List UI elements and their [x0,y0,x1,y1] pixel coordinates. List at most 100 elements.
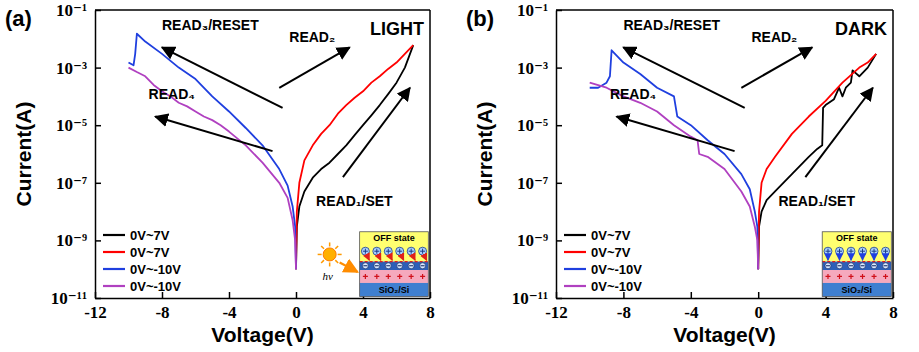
inset-layer [360,270,429,283]
inset: OFF stateSiO₂/Sihν [318,232,429,297]
y-tick-mark [556,183,562,185]
inset-arrow [413,256,415,260]
inset-plus [860,249,865,254]
x-tick-label: -4 [222,303,237,322]
inset-charge [420,263,426,269]
inset-arrow [885,256,886,260]
data-line [590,83,759,270]
inset-plus [872,249,877,254]
x-tick-label: 4 [822,303,831,322]
annotation: READ₂ [751,29,797,45]
inset-plus [363,249,368,254]
annotation: READ₂ [289,29,335,45]
y-tick-label: 10⁻¹ [56,1,87,20]
y-tick: 10⁻¹ [517,1,562,20]
y-tick-mark [556,240,562,242]
inset-plus [363,274,368,279]
x-tick-label: -4 [684,303,699,322]
legend-swatch [564,234,586,236]
inset-charge [870,247,878,255]
inset-minus [375,265,379,266]
inset-charge [871,263,877,269]
plot-frame [892,10,894,298]
plot-frame [556,9,893,11]
inset-minus [363,265,367,266]
chart-title: LIGHT [370,19,424,39]
inset-plus [825,274,830,279]
sun-ray [318,254,322,256]
x-tick: 0 [754,292,763,322]
x-tick-label: 0 [292,303,301,322]
x-axis-line [557,298,894,300]
y-tick: 10⁻⁷ [517,174,562,193]
y-tick-label: 10⁻⁹ [56,231,87,250]
x-axis-title: Voltage(V) [673,323,775,346]
inset-layer [822,283,891,297]
inset-label: OFF state [373,233,415,243]
x-tick-mark [758,292,760,298]
inset-charge [384,247,392,255]
inset-minus [838,265,842,266]
inset-charge [882,247,890,255]
inset-layer [822,262,891,270]
sun-ray [321,260,324,263]
y-tick-label: 10⁻¹ [517,1,548,20]
y-tick: 10⁻⁹ [517,231,562,250]
inset-minus [398,265,402,266]
annotation: READ₃/RESET [162,17,259,33]
y-tick-label: 10⁻⁵ [56,116,87,135]
y-axis-line [556,11,558,299]
x-tick-label: -8 [155,303,169,322]
legend-label: 0V~-10V [130,279,181,294]
inset-plus [872,274,877,279]
panel-label: (b) [466,6,494,31]
inset-plus [837,274,842,279]
y-tick: 10⁻¹¹ [512,289,562,308]
legend-swatch [103,285,125,287]
y-tick-label: 10⁻⁹ [517,231,548,250]
y-tick: 10⁻¹ [56,1,101,20]
inset-plus [883,249,888,254]
inset-layer [822,270,891,283]
inset-plus [825,249,830,254]
inset-plus [397,274,402,279]
y-tick-label: 10⁻¹¹ [512,289,548,308]
legend-swatch [103,251,125,253]
inset-arrow [873,256,874,260]
y-axis-title: Current(A) [473,102,496,207]
x-axis-line [96,298,431,300]
y-tick: 10⁻⁹ [56,231,101,250]
inset-plus [386,274,391,279]
inset-border [360,232,429,297]
inset-charge [408,263,414,269]
inset-charge [847,247,855,255]
y-tick: 10⁻⁷ [56,174,101,193]
data-line [590,50,759,269]
annotation: READ₄ [610,86,656,102]
y-tick-mark [95,183,101,185]
inset-charge [883,263,889,269]
y-tick-label: 10⁻³ [56,59,87,78]
inset-plus [837,249,842,254]
inset-charge [825,263,831,269]
annotation-arrow [617,117,735,152]
y-axis-line [95,11,97,299]
y-tick: 10⁻⁵ [517,116,562,135]
inset-label: SiO₂/Si [379,285,410,295]
data-line [129,34,297,269]
inset-arrow [850,256,851,260]
y-tick-mark [556,67,562,69]
legend-label: 0V~7V [130,228,170,243]
inset-minus [409,265,413,266]
y-tick-mark [556,298,562,300]
y-tick: 10⁻³ [517,59,562,78]
x-tick-mark [430,292,432,298]
y-tick-mark [95,298,101,300]
inset-layer [360,232,429,262]
inset-minus [421,265,425,266]
legend-swatch [103,268,125,270]
panel-label: (a) [5,6,32,31]
legend-swatch [564,268,586,270]
legend: 0V~7V0V~7V0V~-10V0V~-10V [564,228,642,294]
annotation: READ₁/SET [316,193,393,209]
